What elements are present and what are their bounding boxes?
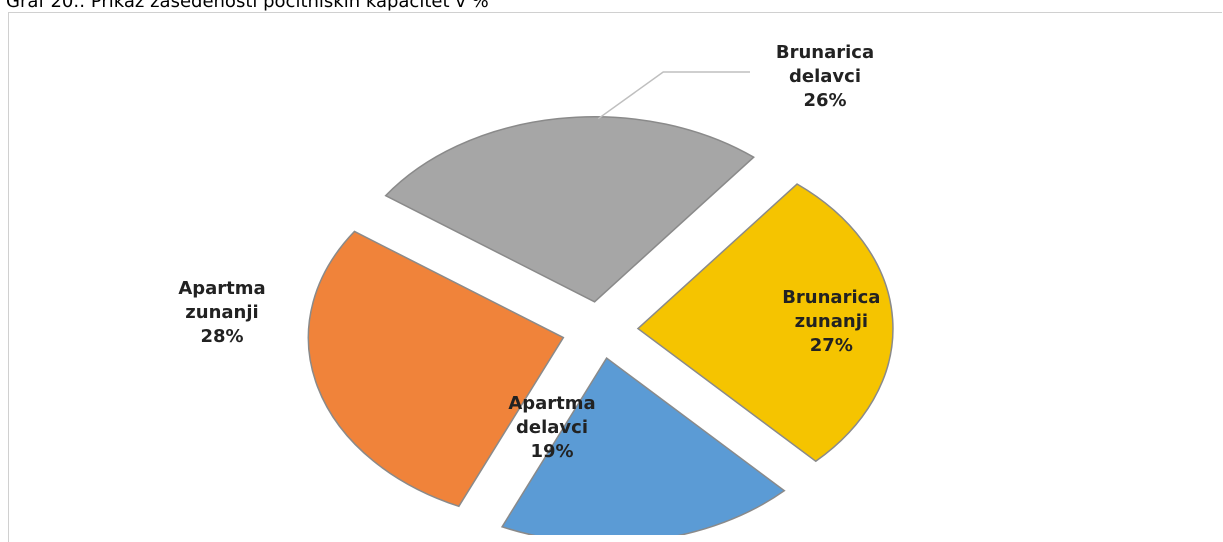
chart-frame	[8, 12, 1222, 542]
value-label: 26%	[803, 90, 847, 111]
data-label: Apartma delavci 19%	[477, 392, 627, 464]
category-label: Apartma delavci	[508, 393, 596, 438]
data-label: Brunarica zunanji 27%	[756, 286, 906, 358]
category-label: Apartma zunanji	[178, 278, 266, 323]
value-label: 27%	[809, 335, 853, 357]
category-label: Brunarica zunanji	[782, 287, 881, 333]
pie-slice	[307, 230, 565, 508]
pie-slice	[636, 183, 894, 463]
data-label: Apartma zunanji 28%	[147, 277, 297, 349]
data-label: Brunarica delavci 26%	[750, 41, 900, 113]
chart-title: Graf 20.: Prikaz zasedenosti počitniških…	[6, 0, 489, 12]
value-label: 28%	[200, 326, 244, 347]
value-label: 19%	[530, 441, 574, 462]
leader-line	[597, 71, 750, 120]
pie-slice	[384, 116, 755, 303]
pie-slice	[500, 356, 786, 535]
category-label: Brunarica delavci	[775, 42, 875, 87]
